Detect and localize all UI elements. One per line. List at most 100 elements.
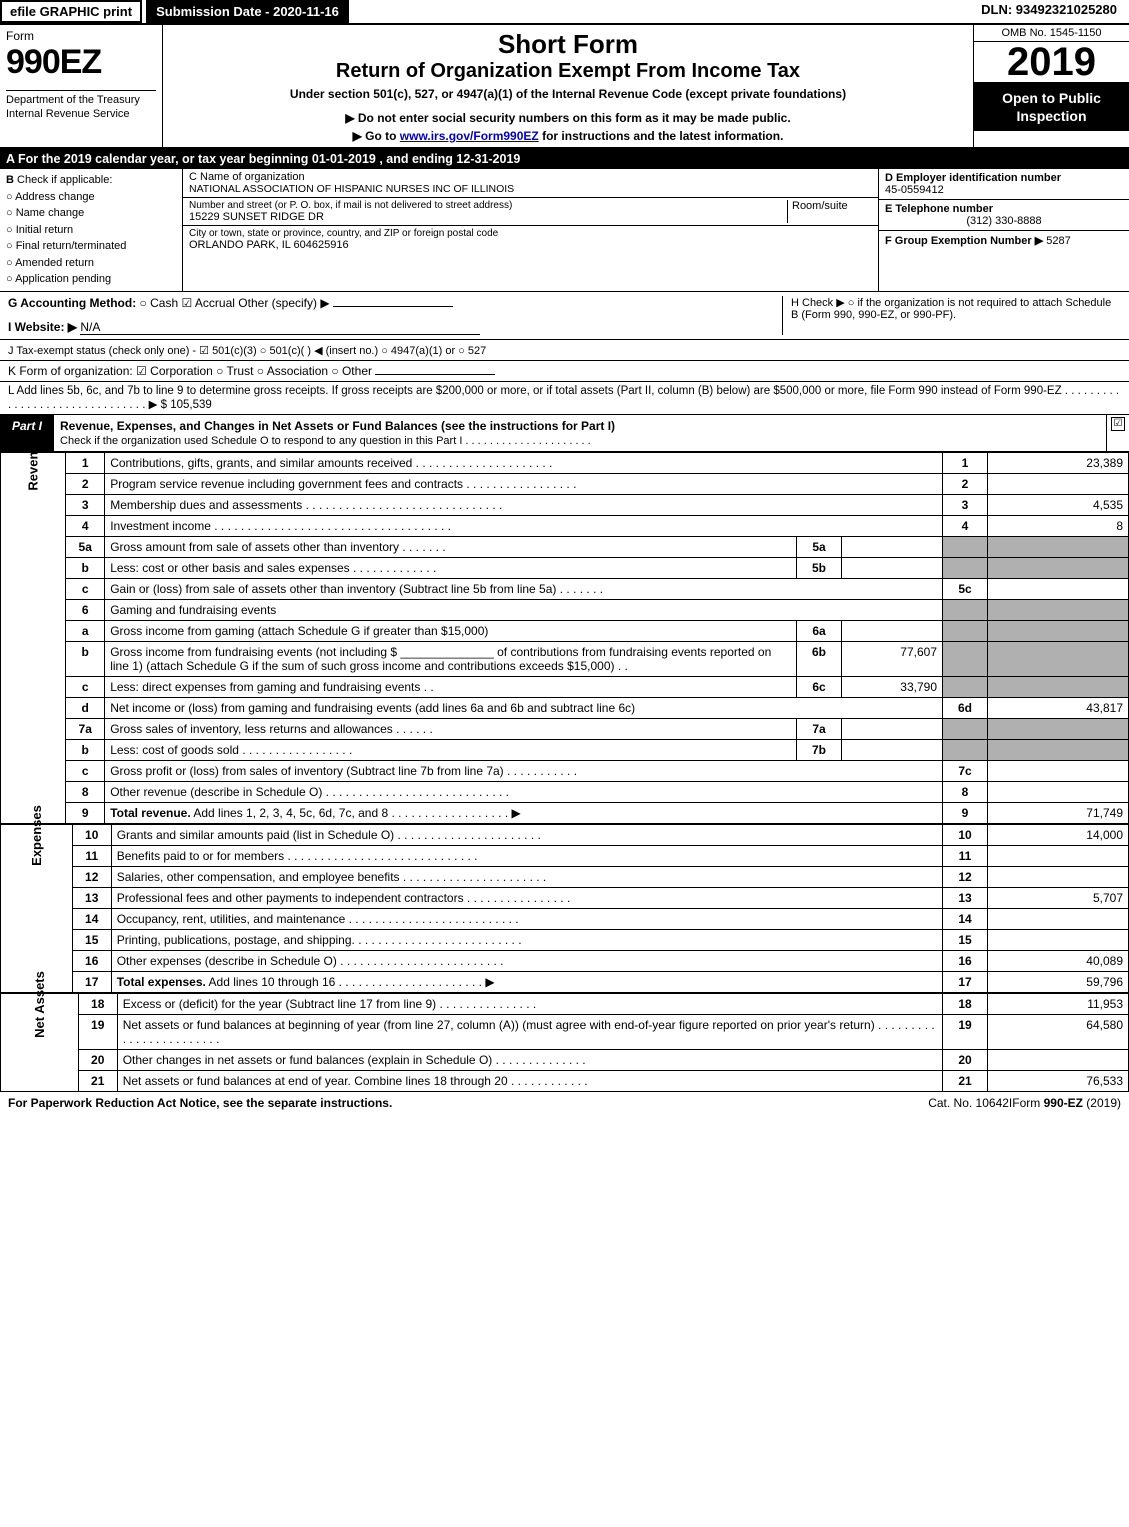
- section-side-label: Net Assets: [1, 993, 79, 1091]
- line-number: 1: [66, 452, 105, 473]
- chk-name-change[interactable]: Name change: [6, 205, 176, 222]
- line-description: Less: direct expenses from gaming and fu…: [105, 676, 797, 697]
- short-form-title: Short Form: [173, 29, 963, 60]
- amount-cell: [988, 599, 1129, 620]
- line-number: 3: [66, 494, 105, 515]
- open-public-inspection: Open to Public Inspection: [974, 83, 1129, 131]
- line-j-tax-exempt: J Tax-exempt status (check only one) - ☑…: [0, 340, 1129, 361]
- i-website-value: N/A: [80, 320, 480, 335]
- line-ref: 18: [943, 993, 988, 1014]
- tax-year: 2019: [974, 42, 1129, 83]
- chk-application-pending[interactable]: Application pending: [6, 271, 176, 288]
- g-accrual[interactable]: ☑ Accrual: [182, 296, 235, 310]
- amount-cell: 5,707: [988, 887, 1129, 908]
- line-ref: [943, 641, 988, 676]
- line-a-period: A For the 2019 calendar year, or tax yea…: [0, 149, 1129, 169]
- amount-cell: [988, 760, 1129, 781]
- line-description: Occupancy, rent, utilities, and maintena…: [111, 908, 942, 929]
- amount-cell: 8: [988, 515, 1129, 536]
- line-ref: [943, 557, 988, 578]
- sub-amount: [842, 557, 943, 578]
- part-i-title: Revenue, Expenses, and Changes in Net As…: [54, 415, 1106, 451]
- chk-final-return[interactable]: Final return/terminated: [6, 238, 176, 255]
- line-number: b: [66, 641, 105, 676]
- table-row: 15Printing, publications, postage, and s…: [1, 929, 1129, 950]
- amount-cell: [988, 557, 1129, 578]
- sub-amount: 77,607: [842, 641, 943, 676]
- efile-label: efile GRAPHIC print: [0, 0, 142, 23]
- chk-initial-return[interactable]: Initial return: [6, 222, 176, 239]
- table-row: Revenue1Contributions, gifts, grants, an…: [1, 452, 1129, 473]
- g-cash[interactable]: ○ Cash: [140, 296, 179, 310]
- title-center: Short Form Return of Organization Exempt…: [163, 25, 973, 147]
- amount-cell: [988, 473, 1129, 494]
- line-description: Gain or (loss) from sale of assets other…: [105, 578, 943, 599]
- amount-cell: 4,535: [988, 494, 1129, 515]
- line-number: 2: [66, 473, 105, 494]
- line-description: Membership dues and assessments . . . . …: [105, 494, 943, 515]
- c-org-name: NATIONAL ASSOCIATION OF HISPANIC NURSES …: [189, 183, 872, 195]
- return-title: Return of Organization Exempt From Incom…: [173, 60, 963, 83]
- table-row: 11Benefits paid to or for members . . . …: [1, 845, 1129, 866]
- f-group-exempt: 5287: [1046, 235, 1070, 247]
- line-ref: [943, 739, 988, 760]
- line-ref: 17: [943, 971, 988, 992]
- line-description: Other changes in net assets or fund bala…: [117, 1049, 942, 1070]
- chk-amended-return[interactable]: Amended return: [6, 255, 176, 272]
- table-row: bGross income from fundraising events (n…: [1, 641, 1129, 676]
- e-phone: (312) 330-8888: [885, 215, 1123, 227]
- line-ref: 11: [943, 845, 988, 866]
- section-side-label: Revenue: [1, 452, 66, 823]
- table-row: Expenses10Grants and similar amounts pai…: [1, 824, 1129, 845]
- line-ref: 8: [943, 781, 988, 802]
- line-description: Total revenue. Add lines 1, 2, 3, 4, 5c,…: [105, 802, 943, 823]
- table-row: 20Other changes in net assets or fund ba…: [1, 1049, 1129, 1070]
- table-row: 5aGross amount from sale of assets other…: [1, 536, 1129, 557]
- sub-line-number: 5b: [797, 557, 842, 578]
- f-group-exempt-label: F Group Exemption Number ▶: [885, 235, 1043, 247]
- amount-cell: 23,389: [988, 452, 1129, 473]
- table-row: cGain or (loss) from sale of assets othe…: [1, 578, 1129, 599]
- amount-cell: 43,817: [988, 697, 1129, 718]
- line-ref: [943, 536, 988, 557]
- line-ref: [943, 620, 988, 641]
- g-label: G Accounting Method:: [8, 296, 136, 310]
- line-description: Other revenue (describe in Schedule O) .…: [105, 781, 943, 802]
- table-row: 16Other expenses (describe in Schedule O…: [1, 950, 1129, 971]
- line-description: Gross income from gaming (attach Schedul…: [105, 620, 797, 641]
- footer-paperwork: For Paperwork Reduction Act Notice, see …: [8, 1096, 928, 1110]
- c-street-label: Number and street (or P. O. box, if mail…: [189, 200, 787, 211]
- c-street: 15229 SUNSET RIDGE DR: [189, 211, 787, 223]
- amount-cell: [988, 908, 1129, 929]
- irs-link[interactable]: www.irs.gov/Form990EZ: [400, 129, 539, 143]
- line-number: b: [66, 739, 105, 760]
- form-word: Form: [6, 29, 156, 43]
- table-row: 4Investment income . . . . . . . . . . .…: [1, 515, 1129, 536]
- line-number: 10: [72, 824, 111, 845]
- line-number: 14: [72, 908, 111, 929]
- part-i-schedule-o-checkbox[interactable]: ☑: [1106, 415, 1129, 451]
- amount-cell: [988, 641, 1129, 676]
- line-number: 9: [66, 802, 105, 823]
- line-k-form-of-org: K Form of organization: ☑ Corporation ○ …: [0, 361, 1129, 382]
- i-website-label: I Website: ▶: [8, 320, 77, 334]
- dept-line-1: Department of the Treasury: [6, 93, 156, 107]
- sub-amount: [842, 536, 943, 557]
- table-row: 6Gaming and fundraising events: [1, 599, 1129, 620]
- section-d-e-f: D Employer identification number 45-0559…: [879, 169, 1129, 291]
- table-row: aGross income from gaming (attach Schedu…: [1, 620, 1129, 641]
- line-ref: [943, 676, 988, 697]
- chk-address-change[interactable]: Address change: [6, 189, 176, 206]
- d-ein-label: D Employer identification number: [885, 172, 1123, 184]
- line-description: Excess or (deficit) for the year (Subtra…: [117, 993, 942, 1014]
- table-row: dNet income or (loss) from gaming and fu…: [1, 697, 1129, 718]
- line-description: Printing, publications, postage, and shi…: [111, 929, 942, 950]
- footer-form-id: Form 990‑EZ (2019): [1012, 1096, 1121, 1110]
- section-side-label: Expenses: [1, 824, 73, 992]
- sub-line-number: 6a: [797, 620, 842, 641]
- table-row: 14Occupancy, rent, utilities, and mainte…: [1, 908, 1129, 929]
- line-ref: 9: [943, 802, 988, 823]
- header-grid: B Check if applicable: Address change Na…: [0, 169, 1129, 292]
- g-other[interactable]: Other (specify) ▶: [238, 296, 329, 310]
- line-ref: 16: [943, 950, 988, 971]
